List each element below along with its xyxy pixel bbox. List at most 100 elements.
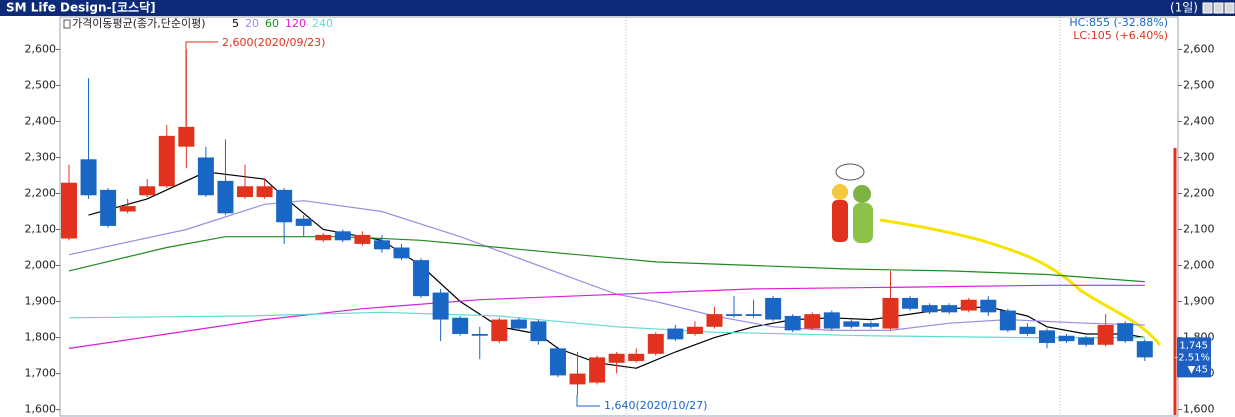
drawn-trend-line — [879, 218, 1162, 346]
last-change-pct: -2.51% — [1175, 352, 1210, 363]
y-tick-label: 2,300 — [25, 150, 57, 163]
candle-body — [119, 206, 136, 212]
y-tick-label: 2,600 — [25, 42, 57, 55]
candle-body — [158, 135, 175, 187]
candle-body — [628, 353, 645, 361]
candle-body — [960, 299, 977, 311]
indicator-icon — [63, 19, 71, 29]
last-change: ▼45 — [1188, 364, 1208, 375]
candle-body — [882, 297, 899, 329]
candle-body — [315, 234, 332, 241]
candle-body — [334, 231, 351, 241]
candle-body — [765, 297, 782, 320]
y-tick-label: 1,800 — [25, 331, 57, 344]
candle-body — [667, 328, 684, 340]
window-title: SM Life Design-[코스닥] — [6, 0, 156, 15]
y-tick-label-right: 2,300 — [1183, 150, 1215, 163]
candle-body — [999, 310, 1016, 331]
candle-body — [452, 317, 469, 334]
high-annotation: 2,600(2020/09/23) — [222, 36, 325, 49]
candle-body — [745, 314, 762, 316]
candle-body — [549, 348, 566, 376]
candle-body — [295, 218, 312, 226]
candle-body — [80, 159, 97, 196]
last-price: 1,745 — [1179, 340, 1208, 351]
candle-body — [276, 189, 293, 223]
candle-body — [139, 186, 156, 196]
candle-body — [921, 305, 938, 313]
candle-body — [237, 186, 254, 198]
low-pointer — [576, 395, 600, 407]
candle-body — [510, 319, 527, 329]
candle-body — [784, 315, 801, 331]
y-tick-label-right: 2,500 — [1183, 78, 1215, 91]
candle-body — [589, 357, 606, 383]
candle-body — [354, 234, 371, 244]
candle-body — [647, 333, 664, 354]
legend-entry: 60 — [265, 17, 279, 30]
moving-average-line — [68, 284, 1145, 349]
moving-average-line — [68, 311, 1145, 339]
candle-body — [706, 314, 723, 327]
y-tick-label: 2,500 — [25, 78, 57, 91]
legend-entry: 20 — [245, 17, 259, 30]
candle-body — [1097, 324, 1114, 345]
candle-body — [726, 314, 743, 316]
candle-body — [1058, 335, 1075, 342]
y-tick-label-right: 2,400 — [1183, 114, 1215, 127]
y-tick-label: 2,400 — [25, 114, 57, 127]
indicator-label: 가격이동평균(종가,단순이평) — [72, 17, 206, 30]
candle-body — [569, 373, 586, 385]
mascot — [832, 163, 873, 243]
candle-body — [608, 353, 625, 363]
moving-average-line — [68, 236, 1145, 283]
lc-label: LC:105 (+6.40%) — [1073, 29, 1168, 42]
y-tick-label-right: 2,000 — [1183, 259, 1215, 272]
y-tick-label: 2,200 — [25, 186, 57, 199]
y-tick-label: 1,600 — [25, 403, 57, 416]
hc-label: HC:855 (-32.88%) — [1069, 16, 1168, 29]
candle-body — [413, 260, 430, 297]
minimize-button[interactable] — [1202, 2, 1213, 14]
title-bar — [0, 0, 1235, 16]
y-tick-label: 2,000 — [25, 259, 57, 272]
y-tick-label: 1,700 — [25, 367, 57, 380]
candle-body — [373, 240, 390, 250]
close-button[interactable] — [1224, 2, 1235, 14]
candle-body — [1078, 337, 1095, 345]
candle-body — [530, 321, 547, 342]
candle-body — [686, 326, 703, 334]
candle-body — [902, 297, 919, 309]
candle-body — [60, 182, 77, 239]
y-tick-label-right: 1,600 — [1183, 403, 1215, 416]
candle-body — [197, 157, 214, 196]
legend-entry: 240 — [312, 17, 333, 30]
candle-body — [1038, 330, 1055, 343]
legend-entry: 120 — [285, 17, 306, 30]
candle-body — [178, 126, 195, 147]
maximize-button[interactable] — [1213, 2, 1224, 14]
candle-body — [393, 247, 410, 259]
period-label[interactable]: (1일) — [1170, 1, 1198, 15]
candle-body — [1136, 341, 1153, 358]
candle-body — [491, 319, 508, 342]
last-price-box — [1177, 337, 1211, 378]
y-tick-label-right: 2,100 — [1183, 223, 1215, 236]
y-tick-label: 2,100 — [25, 223, 57, 236]
candle-body — [1019, 326, 1036, 334]
low-annotation: 1,640(2020/10/27) — [604, 399, 707, 412]
legend-entry: 5 — [232, 17, 239, 30]
candle-body — [1117, 323, 1134, 342]
candle-body — [823, 312, 840, 329]
candle-body — [256, 186, 273, 198]
y-tick-label: 1,900 — [25, 295, 57, 308]
candle-body — [100, 189, 117, 226]
candle-body — [432, 292, 449, 320]
candle-body — [471, 333, 488, 336]
candle-body — [843, 321, 860, 327]
candle-body — [862, 323, 879, 327]
candle-body — [804, 314, 821, 329]
y-tick-label-right: 2,600 — [1183, 42, 1215, 55]
